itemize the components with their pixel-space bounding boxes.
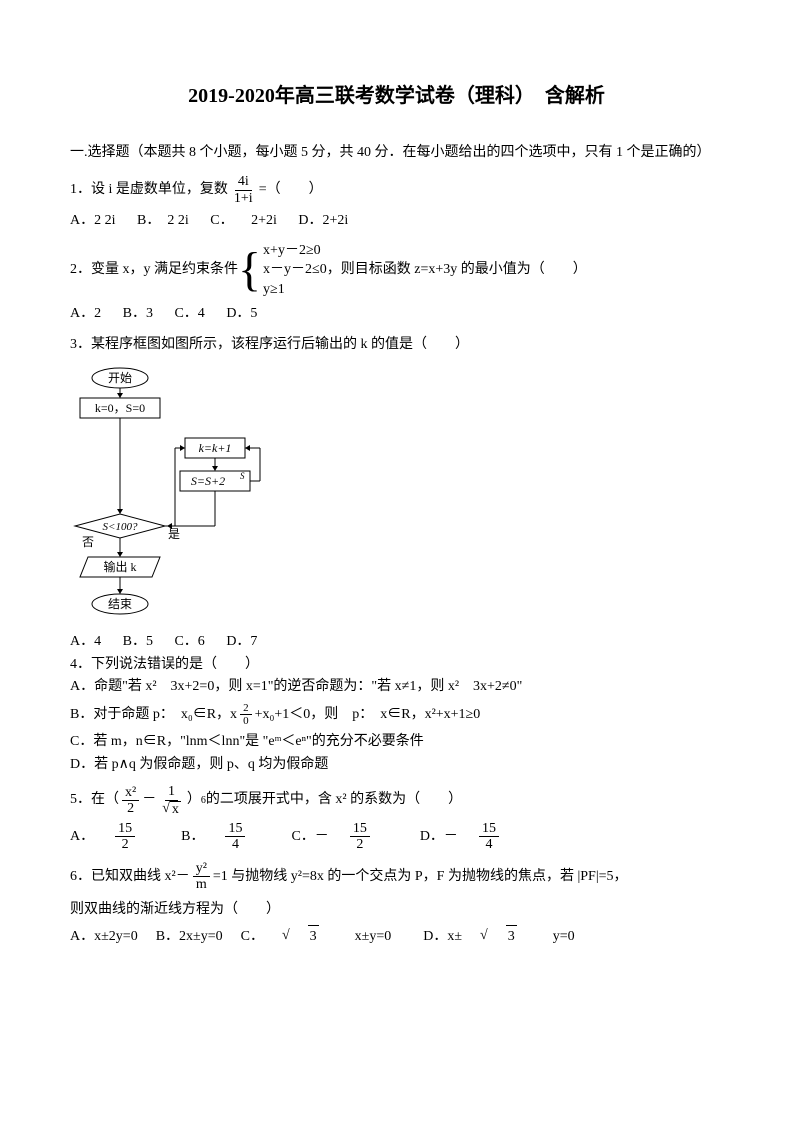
q6-frac: y² m xyxy=(193,861,210,893)
q4-optC: C．若 m，n∈R，"lnm＜lnn"是 "eᵐ＜eⁿ"的充分不必要条件 xyxy=(70,731,723,753)
q4-optD: D．若 p∧q 为假命题，则 p、q 均为假命题 xyxy=(70,754,723,776)
flow-start: 开始 xyxy=(108,371,132,385)
q1-prefix: 1．设 i 是虚数单位，复数 xyxy=(70,179,228,201)
flow-update: S=S+2 xyxy=(191,474,225,488)
flow-inc: k=k+1 xyxy=(199,441,232,455)
q5-prefix: 5．在（ xyxy=(70,789,119,811)
q4-text: 4．下列说法错误的是（ ） xyxy=(70,654,723,676)
flow-update-sup: S xyxy=(240,471,245,481)
question-2: 2．变量 x，y 满足约束条件 { x+y－2≥0 x－y－2≤0 y≥1 ，则… xyxy=(70,241,723,326)
q6-line2: 则双曲线的渐近线方程为（ ） xyxy=(70,899,723,921)
q5-frac2: 1 √x xyxy=(159,784,184,817)
q3-options: A．4 B．5 C．6 D．7 xyxy=(70,631,723,653)
page-title: 2019-2020年高三联考数学试卷（理科） 含解析 xyxy=(70,80,723,112)
question-5: 5．在（ x² 2 － 1 √x ）6 的二项展开式中，含 x² 的系数为（ ）… xyxy=(70,784,723,853)
q1-suffix: =（ ） xyxy=(259,179,323,201)
q6-prefix: 6．已知双曲线 x²－ xyxy=(70,866,190,888)
q4-optB: B．对于命题 p： x₀∈R，x 2 0 +x₀+1＜0，则 p： x∈R，x²… xyxy=(70,702,723,727)
flow-init: k=0，S=0 xyxy=(95,401,145,415)
q3-text: 3．某程序框图如图所示，该程序运行后输出的 k 的值是（ ） xyxy=(70,334,723,356)
q6-suffix: =1 与抛物线 y²=8x 的一个交点为 P，F 为抛物线的焦点，若 |PF|=… xyxy=(213,866,628,888)
section-header: 一.选择题（本题共 8 个小题，每小题 5 分，共 40 分．在每小题给出的四个… xyxy=(70,142,723,164)
q4-optA: A．命题"若 x² 3x+2=0，则 x=1"的逆否命题为："若 x≠1，则 x… xyxy=(70,676,723,698)
q2-brace-system: { x+y－2≥0 x－y－2≤0 y≥1 xyxy=(238,241,327,300)
q2-prefix: 2．变量 x，y 满足约束条件 xyxy=(70,259,238,281)
flow-output: 输出 k xyxy=(103,559,136,574)
question-3: 3．某程序框图如图所示，该程序运行后输出的 k 的值是（ ） xyxy=(70,334,723,356)
flow-no: 否 xyxy=(82,535,94,549)
flow-end: 结束 xyxy=(108,597,132,611)
flow-yes: 是 xyxy=(168,527,180,541)
q5-suffix: 的二项展开式中，含 x² 的系数为（ ） xyxy=(206,789,462,811)
question-6: 6．已知双曲线 x²－ y² m =1 与抛物线 y²=8x 的一个交点为 P，… xyxy=(70,861,723,949)
q5-options: A． 152 B． 154 C．－ 152 D．－ 154 xyxy=(70,821,723,853)
question-4: 4．下列说法错误的是（ ） A．命题"若 x² 3x+2=0，则 x=1"的逆否… xyxy=(70,654,723,777)
q1-fraction: 4i 1+i xyxy=(231,174,256,206)
q2-options: A．2 B．3 C．4 D．5 xyxy=(70,303,723,325)
flow-cond: S<100? xyxy=(103,521,138,533)
q1-options: A．2 2i B． 2 2i C． 2+2i D．2+2i xyxy=(70,210,723,232)
q5-frac1: x² 2 xyxy=(122,785,139,817)
q6-options: A．x±2y=0 B．2x±y=0 C． √3 x±y=0 D．x± √3 y=… xyxy=(70,925,723,948)
flowchart: 开始 k=0，S=0 k=k+1 S=S+2 S S<100? 否 是 xyxy=(70,366,723,621)
q2-suffix: ，则目标函数 z=x+3y 的最小值为（ ） xyxy=(327,259,587,281)
question-1: 1．设 i 是虚数单位，复数 4i 1+i =（ ） A．2 2i B． 2 2… xyxy=(70,174,723,232)
